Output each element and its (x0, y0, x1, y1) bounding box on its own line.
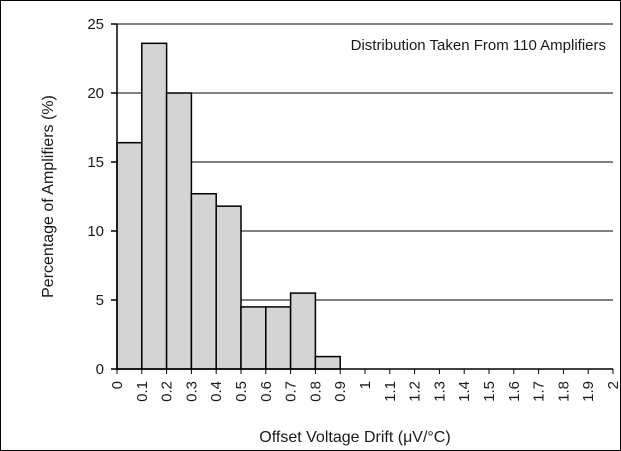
x-tick-label: 2 (605, 381, 621, 389)
x-tick-label: 0 (109, 381, 126, 389)
bar-0.1 (116, 141, 143, 370)
bar-0.5 (215, 205, 242, 370)
bar-0.6 (240, 306, 267, 370)
bars (116, 42, 341, 370)
x-tick-label: 0.9 (332, 381, 349, 402)
y-axis-title: Percentage of Amplifiers (%) (40, 95, 57, 298)
y-tick-label: 25 (87, 16, 104, 33)
x-tick-label: 1.9 (580, 381, 597, 402)
x-tick-label: 1.1 (382, 381, 399, 402)
x-tick-label: 1.6 (506, 381, 523, 402)
bar-0.4 (190, 192, 217, 370)
x-tick-label: 1.5 (481, 381, 498, 402)
y-tick-label: 10 (87, 223, 104, 240)
x-tick-label: 1.7 (531, 381, 548, 402)
x-tick-label: 1.8 (555, 381, 572, 402)
y-tick-label: 0 (96, 361, 104, 378)
x-tick-label: 0.8 (307, 381, 324, 402)
bar-0.9 (314, 355, 341, 370)
x-tick-label: 0.2 (159, 381, 176, 402)
x-tick-label: 0.6 (258, 381, 275, 402)
x-tick-label: 0.3 (183, 381, 200, 402)
chart-annotation: Distribution Taken From 110 Amplifiers (351, 37, 606, 54)
bar-0.3 (165, 92, 193, 370)
x-tick-label: 1.4 (456, 381, 473, 402)
x-tick-label: 0.7 (283, 381, 300, 402)
x-tick-label: 0.4 (208, 381, 225, 402)
x-tick-labels: 0 0.1 0.2 0.3 0.4 0.5 0.6 0.7 0.8 0.9 1 1.1 1.2 1.3 1.… (109, 369, 621, 402)
x-axis-title: Offset Voltage Drift (μV/°C) (259, 429, 450, 446)
x-tick-label: 0.1 (134, 381, 151, 402)
y-tick-label: 5 (96, 292, 104, 309)
x-tick-label: 1 (357, 381, 374, 389)
bar-0.2 (141, 42, 168, 370)
bar-0.7 (265, 306, 292, 370)
y-tick-label: 15 (87, 154, 104, 171)
x-tick-label: 1.2 (407, 381, 424, 402)
bar-0.8 (289, 292, 317, 370)
x-tick-label: 1.3 (431, 381, 448, 402)
y-tick-label: 20 (87, 85, 104, 102)
x-tick-label: 0.5 (233, 381, 250, 402)
y-tick-labels: 0 5 10 15 20 25 (87, 16, 117, 378)
